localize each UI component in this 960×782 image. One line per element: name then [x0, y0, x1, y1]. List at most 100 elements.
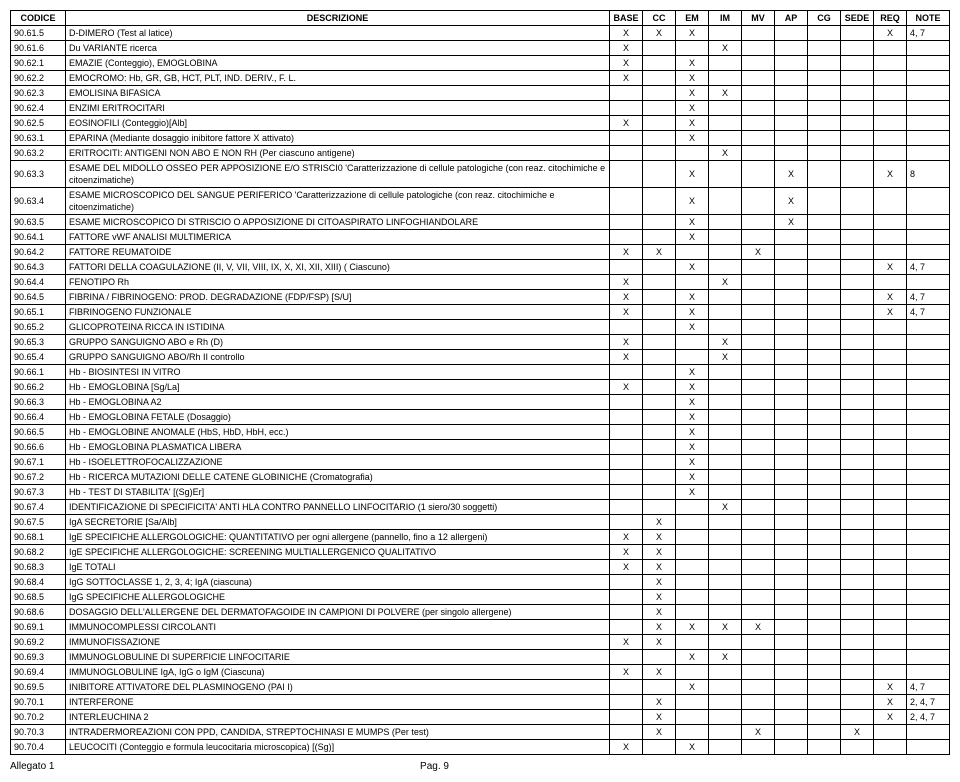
- mark-cell: [610, 710, 643, 725]
- mark-cell: X: [610, 116, 643, 131]
- desc-cell: INTERFERONE: [66, 695, 610, 710]
- mark-cell: [808, 71, 841, 86]
- desc-cell: EOSINOFILI (Conteggio)[Alb]: [66, 116, 610, 131]
- desc-cell: IDENTIFICAZIONE DI SPECIFICITA' ANTI HLA…: [66, 500, 610, 515]
- mark-cell: X: [742, 245, 775, 260]
- mark-cell: X: [676, 365, 709, 380]
- note-cell: [907, 245, 950, 260]
- code-cell: 90.68.4: [11, 575, 66, 590]
- mark-cell: [742, 275, 775, 290]
- mark-cell: [874, 485, 907, 500]
- table-row: 90.67.3Hb - TEST DI STABILITA' [(Sg)Er]X: [11, 485, 950, 500]
- note-cell: [907, 440, 950, 455]
- mark-cell: X: [676, 620, 709, 635]
- mark-cell: [742, 320, 775, 335]
- code-cell: 90.63.2: [11, 146, 66, 161]
- mark-cell: [742, 455, 775, 470]
- mark-cell: [742, 290, 775, 305]
- desc-cell: EMAZIE (Conteggio), EMOGLOBINA: [66, 56, 610, 71]
- code-cell: 90.64.5: [11, 290, 66, 305]
- mark-cell: [874, 101, 907, 116]
- mark-cell: [841, 515, 874, 530]
- mark-cell: X: [610, 560, 643, 575]
- table-row: 90.62.1EMAZIE (Conteggio), EMOGLOBINAXX: [11, 56, 950, 71]
- table-row: 90.69.5INIBITORE ATTIVATORE DEL PLASMINO…: [11, 680, 950, 695]
- desc-cell: IMMUNOGLOBULINE DI SUPERFICIE LINFOCITAR…: [66, 650, 610, 665]
- mark-cell: [874, 665, 907, 680]
- table-row: 90.70.1INTERFERONEXX2, 4, 7: [11, 695, 950, 710]
- table-row: 90.65.1FIBRINOGENO FUNZIONALEXXX4, 7: [11, 305, 950, 320]
- mark-cell: [874, 560, 907, 575]
- mark-cell: X: [709, 146, 742, 161]
- mark-cell: X: [676, 86, 709, 101]
- mark-cell: X: [709, 620, 742, 635]
- mark-cell: [874, 455, 907, 470]
- mark-cell: [709, 260, 742, 275]
- mark-cell: X: [676, 485, 709, 500]
- mark-cell: [643, 131, 676, 146]
- mark-cell: [643, 470, 676, 485]
- mark-cell: X: [676, 71, 709, 86]
- note-cell: [907, 101, 950, 116]
- mark-cell: [742, 395, 775, 410]
- mark-cell: [808, 545, 841, 560]
- mark-cell: [808, 500, 841, 515]
- mark-cell: [808, 260, 841, 275]
- note-cell: [907, 500, 950, 515]
- mark-cell: [841, 71, 874, 86]
- table-row: 90.66.5Hb - EMOGLOBINE ANOMALE (HbS, HbD…: [11, 425, 950, 440]
- mark-cell: [742, 260, 775, 275]
- mark-cell: [874, 116, 907, 131]
- mark-cell: [709, 131, 742, 146]
- mark-cell: [643, 260, 676, 275]
- code-cell: 90.65.4: [11, 350, 66, 365]
- mark-cell: [610, 161, 643, 188]
- mark-cell: [874, 56, 907, 71]
- mark-cell: X: [643, 605, 676, 620]
- mark-cell: X: [676, 215, 709, 230]
- mark-cell: [643, 365, 676, 380]
- table-row: 90.66.1Hb - BIOSINTESI IN VITROX: [11, 365, 950, 380]
- mark-cell: X: [610, 740, 643, 755]
- note-cell: [907, 740, 950, 755]
- mark-cell: [808, 230, 841, 245]
- mark-cell: X: [874, 695, 907, 710]
- mark-cell: [742, 305, 775, 320]
- note-cell: [907, 455, 950, 470]
- mark-cell: [874, 245, 907, 260]
- mark-cell: [742, 500, 775, 515]
- mark-cell: [841, 560, 874, 575]
- mark-cell: [775, 116, 808, 131]
- col-sede: SEDE: [841, 11, 874, 26]
- mark-cell: X: [643, 620, 676, 635]
- mark-cell: X: [643, 26, 676, 41]
- mark-cell: [742, 545, 775, 560]
- col-em: EM: [676, 11, 709, 26]
- mark-cell: [841, 740, 874, 755]
- mark-cell: [742, 515, 775, 530]
- mark-cell: [808, 188, 841, 215]
- desc-cell: GRUPPO SANGUIGNO ABO e Rh (D): [66, 335, 610, 350]
- mark-cell: [775, 86, 808, 101]
- mark-cell: [610, 86, 643, 101]
- mark-cell: [742, 485, 775, 500]
- col-cg: CG: [808, 11, 841, 26]
- mark-cell: [808, 470, 841, 485]
- desc-cell: IgE SPECIFICHE ALLERGOLOGICHE: QUANTITAT…: [66, 530, 610, 545]
- mark-cell: [742, 161, 775, 188]
- mark-cell: [874, 725, 907, 740]
- mark-cell: [709, 215, 742, 230]
- mark-cell: [841, 695, 874, 710]
- code-cell: 90.70.3: [11, 725, 66, 740]
- code-cell: 90.64.2: [11, 245, 66, 260]
- col-im: IM: [709, 11, 742, 26]
- note-cell: [907, 275, 950, 290]
- mark-cell: [775, 665, 808, 680]
- table-row: 90.70.2INTERLEUCHINA 2XX2, 4, 7: [11, 710, 950, 725]
- mark-cell: [841, 188, 874, 215]
- mark-cell: X: [643, 560, 676, 575]
- mark-cell: [610, 230, 643, 245]
- note-cell: [907, 116, 950, 131]
- footer-right: Pag. 9: [420, 761, 449, 772]
- mark-cell: [874, 410, 907, 425]
